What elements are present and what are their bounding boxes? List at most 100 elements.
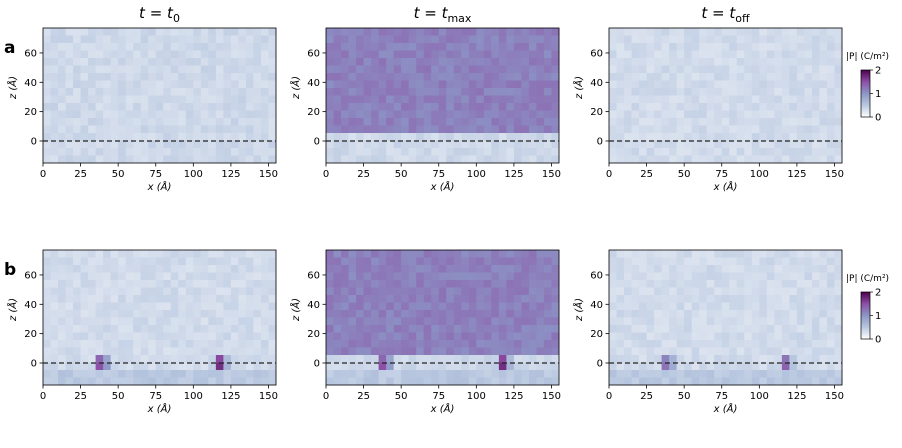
heatmap-cell [669,287,678,296]
heatmap-cell [609,310,617,318]
heatmap-cell [699,125,708,134]
heatmap-cell [804,103,813,111]
heatmap-cell [699,317,708,326]
heatmap-cell [185,103,194,111]
heatmap-cell [498,43,507,51]
heatmap-cell [163,110,172,119]
heatmap-cell [639,155,647,164]
heatmap-cell [155,280,164,288]
heatmap-cell [43,125,51,134]
heatmap-cell [200,362,209,371]
y-axis-label: z (Å) [6,76,19,100]
heatmap-cell [170,133,179,141]
heatmap-cell [356,155,364,164]
heatmap-cell [80,317,89,326]
heatmap-cell [58,58,66,66]
heatmap-cell [393,302,402,311]
heatmap-cell [551,103,560,111]
heatmap-cell [178,125,187,134]
heatmap-cell [476,133,485,141]
heatmap-cell [268,370,277,378]
heatmap-cell [215,332,224,341]
heatmap-cell [431,58,440,66]
heatmap-cell [684,302,693,311]
heatmap-cell [408,80,417,89]
heatmap-cell [453,250,462,258]
heatmap-cell [609,317,617,326]
heatmap-cell [268,73,277,81]
heatmap-cell [65,377,74,386]
heatmap-cell [50,332,59,341]
heatmap-cell [543,133,552,141]
heatmap-cell [253,110,262,119]
heatmap-cell [751,35,760,44]
heatmap-cell [646,317,655,326]
heatmap-cell [551,377,560,386]
heatmap-cell [155,43,164,51]
heatmap-cell [118,110,127,119]
heatmap-cell [506,310,515,318]
heatmap-cell [356,310,364,318]
heatmap-cell [691,355,700,363]
heatmap-cell [624,377,632,386]
heatmap-cell [223,58,232,66]
heatmap-cell [333,103,342,111]
heatmap-cell [461,103,470,111]
heatmap-cell [468,140,477,149]
heatmap-cell [140,118,149,126]
heatmap-cell [58,325,66,333]
heatmap-cell [676,280,685,288]
heatmap-cell [178,103,187,111]
heatmap-cell [751,118,760,126]
heatmap-cell [751,302,760,311]
heatmap-cell [73,35,81,44]
heatmap-cell [193,257,202,266]
heatmap-cell [483,140,492,149]
heatmap-cell [43,58,51,66]
heatmap-cell [386,35,395,44]
heatmap-cell [461,272,470,281]
heatmap-cell [624,250,632,258]
heatmap-cell [73,140,81,149]
heatmap-cell [348,287,357,296]
heatmap-cell [506,88,515,96]
heatmap-cell [371,125,380,134]
heatmap-cell [684,133,693,141]
heatmap-cell [669,73,678,81]
heatmap-cell [260,265,269,273]
heatmap-cell [676,35,685,44]
heatmap-cell [140,370,149,378]
heatmap-cell [431,73,440,81]
heatmap-cell [646,280,655,288]
heatmap-cell [736,280,745,288]
heatmap-cell [461,310,470,318]
heatmap-cell [811,35,820,44]
heatmap-cell [65,125,74,134]
heatmap-cell [386,103,395,111]
heatmap-cell [446,280,455,288]
heatmap-cell [774,272,783,281]
heatmap-cell [103,257,112,266]
heatmap-cell [95,155,104,164]
heatmap-cell [58,73,66,81]
heatmap-cell [185,140,194,149]
heatmap-cell [348,118,357,126]
heatmap-cell [200,370,209,378]
heatmap-cell [125,133,134,141]
heatmap-cell [88,28,97,36]
heatmap-cell [729,140,738,149]
heatmap-cell [326,148,334,156]
heatmap-cell [468,250,477,258]
heatmap-cell [341,347,349,356]
heatmap-cell [609,95,617,104]
heatmap-cell [483,287,492,296]
heatmap-cell [193,95,202,104]
heatmap-cell [461,370,470,378]
heatmap-cell [498,103,507,111]
y-tick-label: 40 [24,300,37,311]
heatmap-cell [796,250,805,258]
heatmap-cell [624,140,632,149]
heatmap-cell [118,140,127,149]
heatmap-cell [483,133,492,141]
heatmap-cell [639,302,647,311]
